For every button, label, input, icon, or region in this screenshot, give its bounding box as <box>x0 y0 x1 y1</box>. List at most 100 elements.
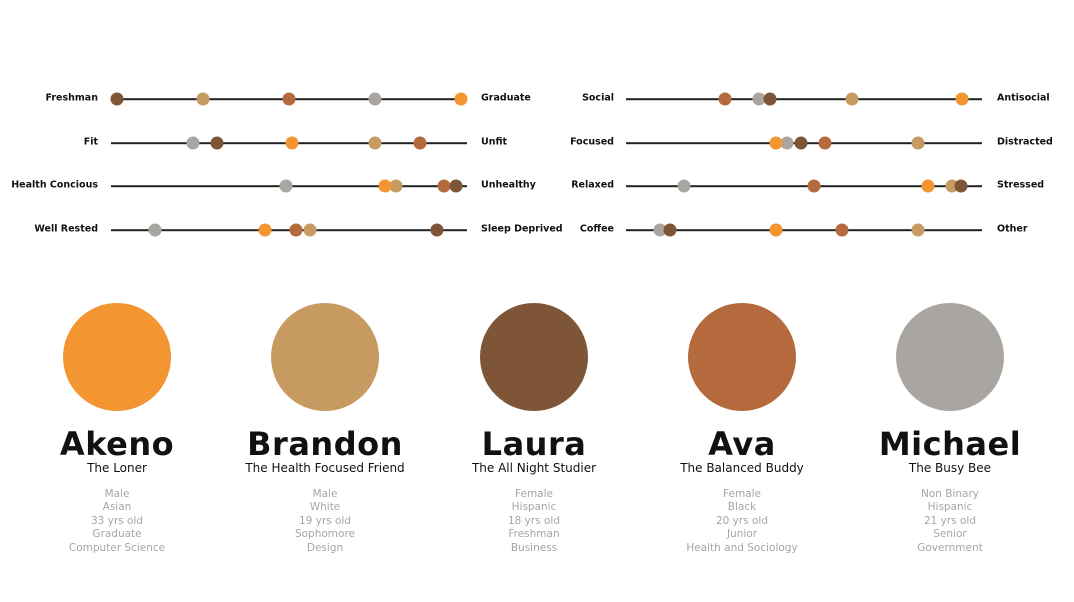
scale-left-label: Social <box>582 92 614 104</box>
scale-right-label: Other <box>997 223 1028 235</box>
scale-dot-laura <box>763 92 777 106</box>
persona-detail: Hispanic <box>511 501 557 514</box>
persona-card-akeno: Akeno The Loner Male Asian 33 yrs old Graduat… <box>12 300 222 555</box>
persona-detail: Female <box>515 488 553 500</box>
persona-name: Ava <box>708 425 776 463</box>
persona-role: The Health Focused Friend <box>245 461 405 475</box>
persona-details: Male White 19 yrs old Sophomore Design <box>220 488 430 555</box>
scale-dot-laura <box>794 136 808 150</box>
persona-name: Akeno <box>59 425 175 463</box>
scale-dot-ava <box>282 92 296 106</box>
persona-color-circle <box>896 303 1004 411</box>
scale-left-label: Focused <box>570 136 614 148</box>
scale-left-label: Coffee <box>579 223 614 235</box>
persona-detail: 21 yrs old <box>923 514 977 527</box>
scale-right-label: Distracted <box>997 136 1053 148</box>
scale-dot-akeno <box>921 179 935 193</box>
scale-dot-akeno <box>285 136 299 150</box>
persona-role: The Balanced Buddy <box>680 461 804 475</box>
scale-line <box>626 185 982 187</box>
scale-right-label: Antisocial <box>997 92 1050 104</box>
scale-dot-laura <box>430 223 444 237</box>
persona-detail: Hispanic <box>927 501 973 514</box>
persona-detail: Male <box>104 488 130 500</box>
scale-line <box>626 98 982 100</box>
persona-detail: Senior <box>933 528 967 541</box>
scale-dot-ava <box>835 223 849 237</box>
persona-detail: Non Binary <box>920 488 979 500</box>
persona-detail: Black <box>727 501 757 514</box>
persona-detail: Computer Science <box>68 541 166 554</box>
persona-detail: Junior <box>726 528 758 541</box>
persona-detail: Government <box>917 541 983 554</box>
persona-color-circle <box>688 303 796 411</box>
scale-dot-brandon <box>845 92 859 106</box>
scale-dot-akeno <box>955 92 969 106</box>
persona-role: The Loner <box>87 461 147 475</box>
scale-dot-ava <box>718 92 732 106</box>
scale-dot-laura <box>210 136 224 150</box>
persona-detail: Freshman <box>508 528 560 541</box>
scale-dot-brandon <box>389 179 403 193</box>
persona-role: The Busy Bee <box>908 461 992 475</box>
persona-detail: 20 yrs old <box>715 514 769 527</box>
scale-dot-brandon <box>196 92 210 106</box>
scale-dot-michael <box>186 136 200 150</box>
scale-dot-laura <box>449 179 463 193</box>
persona-detail: Asian <box>102 501 132 514</box>
persona-detail: 33 yrs old <box>90 514 144 527</box>
scale-dot-ava <box>807 179 821 193</box>
persona-detail: White <box>309 501 341 514</box>
scale-dot-akeno <box>769 136 783 150</box>
scale-dot-akeno <box>769 223 783 237</box>
persona-details: Female Black 20 yrs old Junior Health and So… <box>637 488 847 555</box>
trait-scales: Freshman Graduate Fit Unfit Health Concious U… <box>0 0 1074 270</box>
persona-color-circle <box>271 303 379 411</box>
persona-color-circle <box>480 303 588 411</box>
scale-line <box>626 229 982 231</box>
scale-left-label: Well Rested <box>34 223 98 235</box>
persona-name: Michael <box>878 425 1022 463</box>
persona-detail: Health and Sociology <box>686 541 798 554</box>
scale-dot-ava <box>437 179 451 193</box>
scale-dot-ava <box>289 223 303 237</box>
persona-color-circle <box>63 303 171 411</box>
scale-dot-ava <box>818 136 832 150</box>
scale-right-label: Graduate <box>481 92 531 104</box>
scale-dot-brandon <box>303 223 317 237</box>
persona-role: The All Night Studier <box>471 461 597 475</box>
persona-name: Brandon <box>247 425 403 463</box>
persona-detail: Design <box>306 541 344 554</box>
persona-detail: 18 yrs old <box>507 514 561 527</box>
scale-dot-akeno <box>258 223 272 237</box>
persona-detail: Sophomore <box>294 528 356 541</box>
scale-dot-brandon <box>368 136 382 150</box>
scale-dot-michael <box>752 92 766 106</box>
persona-card-laura: Laura The All Night Studier Female Hispanic… <box>429 300 639 555</box>
scale-dot-brandon <box>911 223 925 237</box>
scale-right-label: Unhealthy <box>481 179 536 191</box>
scale-dot-akeno <box>454 92 468 106</box>
persona-details: Female Hispanic 18 yrs old Freshman Business <box>429 488 639 555</box>
persona-detail: Business <box>510 541 558 554</box>
persona-detail: 19 yrs old <box>298 514 352 527</box>
scale-right-label: Stressed <box>997 179 1045 191</box>
scale-dot-michael <box>780 136 794 150</box>
scale-dot-ava <box>413 136 427 150</box>
scale-dot-laura <box>954 179 968 193</box>
persona-detail: Male <box>312 488 338 500</box>
scale-dot-michael <box>148 223 162 237</box>
persona-card-brandon: Brandon The Health Focused Friend Male Whit… <box>220 300 430 555</box>
scale-left-label: Health Concious <box>11 179 98 191</box>
scale-dot-akeno <box>378 179 392 193</box>
scale-line <box>111 229 467 231</box>
scale-left-label: Fit <box>83 136 98 148</box>
persona-details: Male Asian 33 yrs old Graduate Computer Scie… <box>12 488 222 555</box>
persona-card-michael: Michael The Busy Bee Non Binary Hispanic 21 … <box>845 300 1055 555</box>
persona-detail: Female <box>723 488 761 500</box>
persona-name: Laura <box>481 425 587 463</box>
scale-dot-michael <box>279 179 293 193</box>
scale-right-label: Unfit <box>481 136 508 148</box>
persona-cards: Akeno The Loner Male Asian 33 yrs old Graduat… <box>0 300 1074 600</box>
scale-left-label: Freshman <box>45 92 98 104</box>
